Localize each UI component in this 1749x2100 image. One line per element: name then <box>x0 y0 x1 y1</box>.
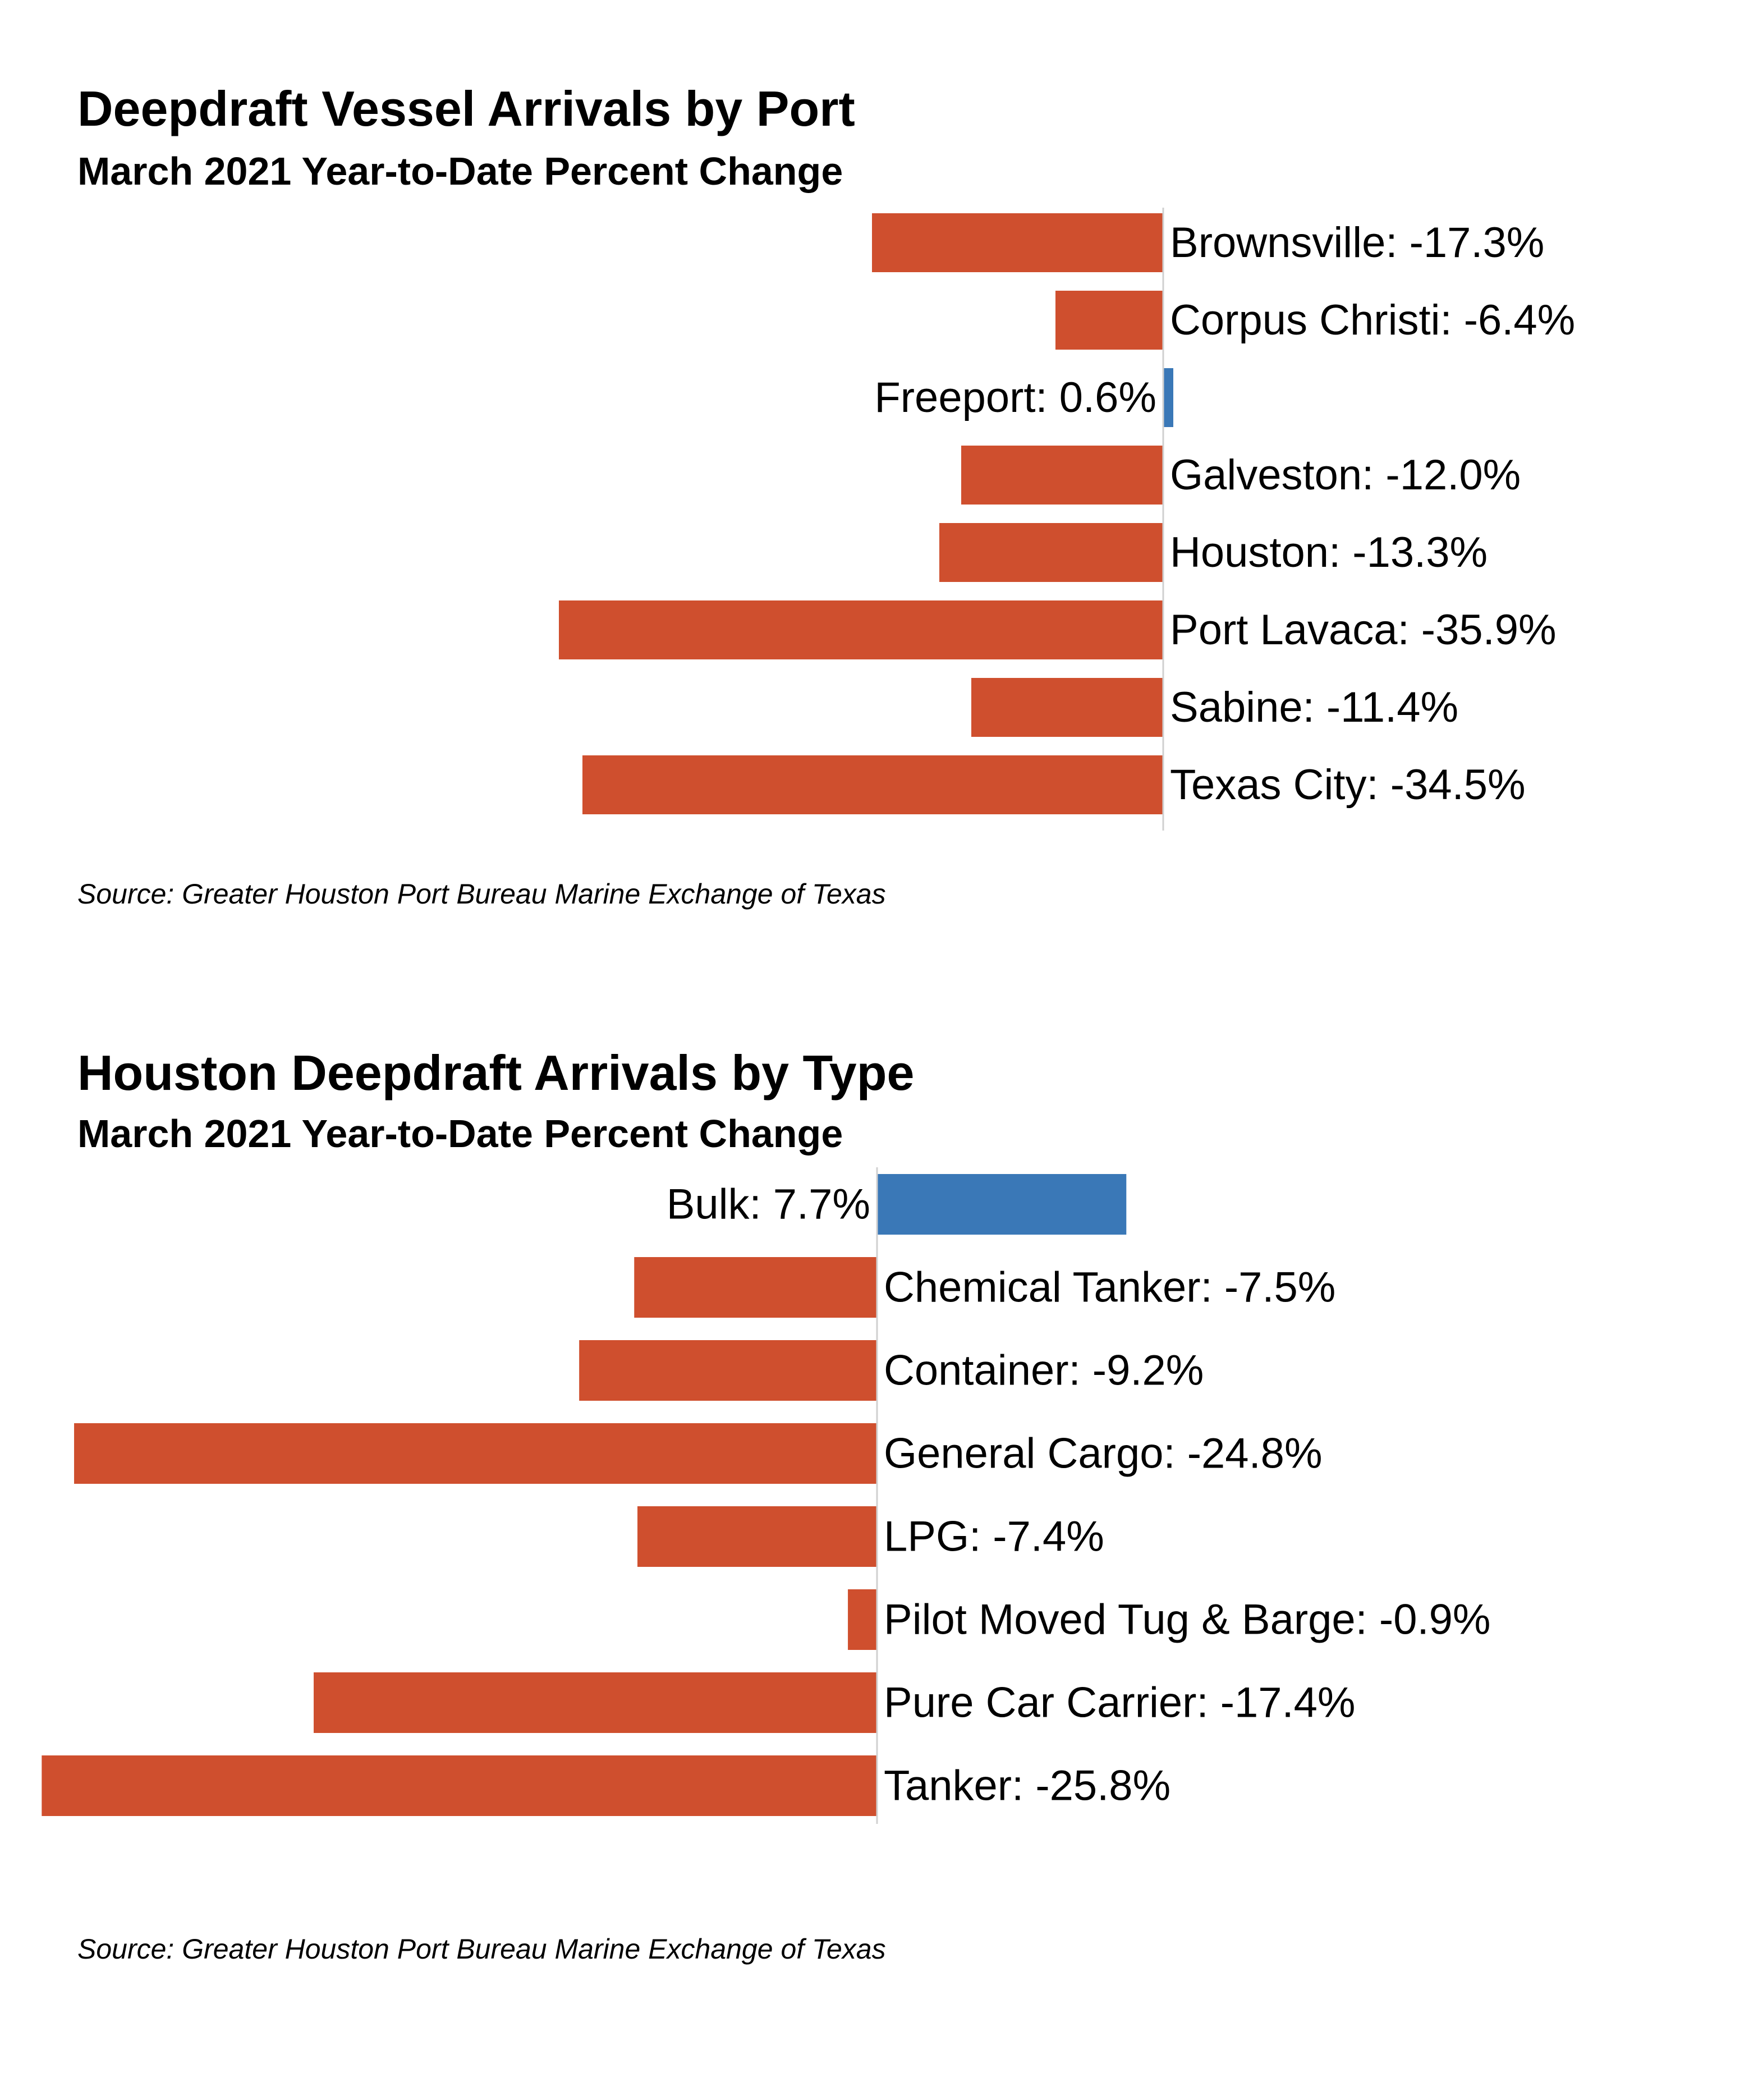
type-bar <box>42 1755 878 1816</box>
type-bar <box>579 1340 877 1401</box>
type-bar-label: General Cargo: -24.8% <box>884 1430 1323 1478</box>
type-bar-label: Container: -9.2% <box>884 1347 1204 1395</box>
type-bar-label: Pilot Moved Tug & Barge: -0.9% <box>884 1596 1490 1644</box>
port-bar <box>971 678 1163 737</box>
port-chart-subtitle: March 2021 Year-to-Date Percent Change <box>77 149 843 193</box>
type-bar <box>637 1506 877 1567</box>
type-bar-label: Bulk: 7.7% <box>667 1181 870 1228</box>
port-bar-label: Houston: -13.3% <box>1170 529 1488 576</box>
port-bar <box>1055 291 1163 350</box>
type-bar <box>848 1589 877 1650</box>
port-chart-plot: Brownsville: -17.3% Corpus Christi: -6.4%… <box>559 208 1575 831</box>
type-bar <box>74 1423 877 1484</box>
port-bar <box>582 755 1163 814</box>
type-bar-label: Chemical Tanker: -7.5% <box>884 1264 1335 1312</box>
port-bar-label: Sabine: -11.4% <box>1170 684 1458 731</box>
type-chart-subtitle: March 2021 Year-to-Date Percent Change <box>77 1112 843 1156</box>
port-bar-label: Port Lavaca: -35.9% <box>1170 606 1557 654</box>
type-bar-label: Tanker: -25.8% <box>884 1762 1170 1810</box>
port-bar <box>939 523 1163 582</box>
type-bar <box>634 1257 877 1318</box>
port-chart-title: Deepdraft Vessel Arrivals by Port <box>77 81 855 136</box>
type-bar <box>314 1672 877 1733</box>
port-chart-source: Source: Greater Houston Port Bureau Mari… <box>77 878 886 910</box>
port-bar <box>559 600 1163 659</box>
port-bar-label: Corpus Christi: -6.4% <box>1170 296 1575 344</box>
port-bar-label: Brownsville: -17.3% <box>1170 219 1544 267</box>
port-bar <box>961 446 1163 505</box>
type-bar <box>877 1174 1127 1235</box>
type-chart-plot: Bulk: 7.7% Chemical Tanker: -7.5% Containe… <box>42 1167 1490 1824</box>
type-chart-title: Houston Deepdraft Arrivals by Type <box>77 1045 915 1101</box>
port-bar-label: Freeport: 0.6% <box>874 374 1156 421</box>
port-bar <box>872 213 1163 272</box>
type-bar-label: LPG: -7.4% <box>884 1513 1104 1561</box>
port-bar-label: Texas City: -34.5% <box>1170 761 1526 809</box>
type-bar-label: Pure Car Carrier: -17.4% <box>884 1679 1356 1727</box>
port-bar <box>1163 368 1173 427</box>
type-chart-source: Source: Greater Houston Port Bureau Mari… <box>77 1933 886 1965</box>
port-bar-label: Galveston: -12.0% <box>1170 451 1521 499</box>
